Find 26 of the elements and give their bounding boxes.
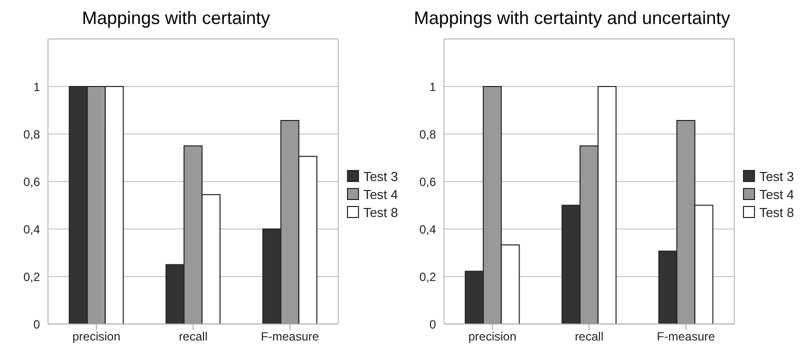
y-tick-label: 0,6 [23, 174, 40, 189]
legend-label: Test 8 [759, 204, 794, 220]
legend-label: Test 3 [363, 168, 398, 184]
y-tick-label: 0,6 [419, 174, 436, 189]
y-tick-label: 0,8 [23, 127, 40, 142]
y-tick-label: 0,2 [23, 270, 40, 284]
y-tick-label: 1 [33, 80, 40, 94]
x-tick-label: precision [72, 330, 120, 344]
y-tick-label: 0 [429, 317, 436, 332]
x-tick-label: recall [574, 330, 604, 344]
legend-label: Test 3 [759, 168, 794, 184]
y-tick-label: 0,8 [419, 127, 436, 142]
legend-label: Test 8 [363, 204, 398, 220]
y-tick-label: 0,2 [419, 270, 436, 284]
legend-label: Test 4 [363, 186, 398, 202]
legend-label: Test 4 [759, 186, 794, 202]
x-tick-label: F-measure [656, 330, 716, 344]
y-tick-label: 1 [429, 80, 436, 94]
chart-title: Mappings with certainty [80, 8, 272, 30]
x-tick-label: precision [468, 330, 516, 344]
chart-title: Mappings with certainty and uncertainty [412, 8, 732, 30]
x-tick-label: F-measure [260, 330, 320, 344]
y-tick-label: 0 [33, 317, 40, 332]
x-tick-label: recall [178, 330, 208, 344]
y-tick-label: 0,4 [23, 222, 40, 236]
y-tick-label: 0,4 [419, 222, 436, 236]
